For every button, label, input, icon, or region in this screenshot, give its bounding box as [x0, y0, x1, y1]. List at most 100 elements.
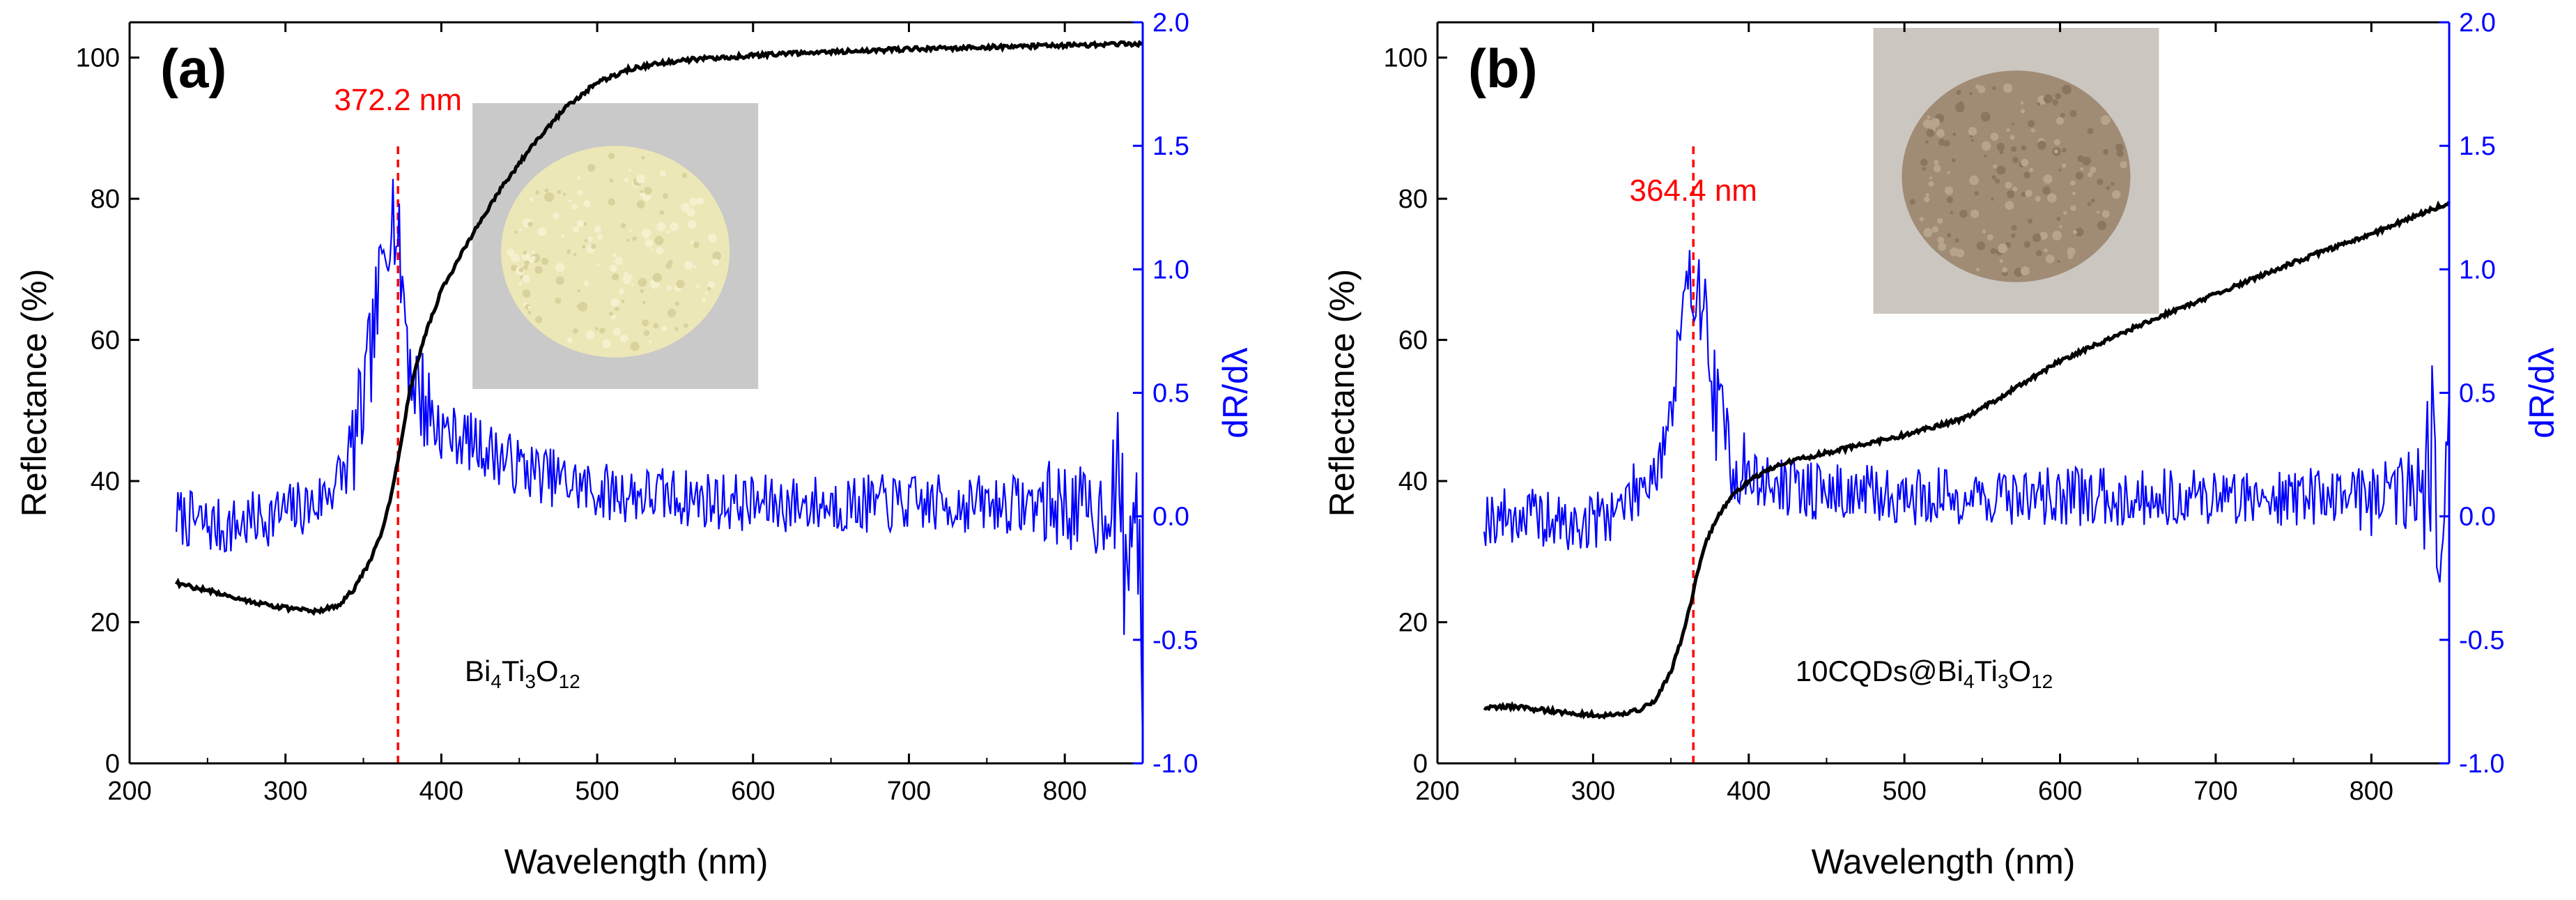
powder-grain — [535, 190, 540, 195]
powder-grain — [621, 299, 625, 303]
powder-grain — [557, 190, 562, 195]
powder-grain — [667, 229, 671, 234]
y-left-tick-label: 40 — [1398, 467, 1428, 496]
powder-grain — [1981, 141, 1991, 151]
powder-grain — [684, 261, 693, 270]
powder-grain — [576, 220, 585, 227]
powder-grain — [636, 200, 645, 209]
powder-grain — [555, 263, 565, 272]
powder-grain — [674, 301, 680, 306]
powder-grain — [684, 323, 688, 328]
y-right-axis-title: dR/dλ — [2522, 347, 2561, 438]
powder-grain — [527, 310, 532, 314]
powder-grain — [583, 222, 587, 226]
powder-grain — [656, 247, 663, 254]
powder-grain — [1970, 209, 1980, 218]
powder-grain — [2052, 230, 2062, 241]
powder-grain — [1996, 142, 2005, 151]
y-left-tick-label: 60 — [1398, 326, 1428, 356]
powder-grain — [2021, 145, 2027, 151]
powder-grain — [632, 236, 637, 241]
powder-grain — [1998, 243, 2007, 254]
y-right-tick-label: -1.0 — [2459, 749, 2504, 779]
powder-grain — [2090, 198, 2095, 203]
x-tick-label: 600 — [2038, 777, 2082, 806]
x-tick-label: 700 — [2193, 777, 2237, 806]
powder-grain — [507, 248, 515, 257]
powder-grain — [1952, 250, 1957, 255]
powder-grain — [1947, 233, 1952, 238]
powder-grain — [2087, 201, 2092, 206]
powder-grain — [640, 289, 644, 293]
powder-grain — [597, 234, 603, 240]
x-tick-label: 300 — [1571, 777, 1615, 806]
powder-grain — [688, 220, 697, 229]
powder-grain — [583, 199, 591, 208]
sample-label-subscript: 4 — [491, 671, 502, 692]
powder-grain — [2043, 94, 2053, 104]
y-right-tick-label: 1.0 — [1152, 255, 1189, 284]
powder-grain — [2035, 250, 2043, 257]
powder-grain — [1936, 218, 1943, 224]
powder-grain — [612, 273, 619, 281]
powder-grain — [2011, 224, 2017, 231]
powder-grain — [534, 266, 543, 274]
powder-grain — [1970, 139, 1974, 142]
powder-grain — [518, 267, 524, 273]
powder-grain — [1976, 241, 1986, 251]
sample-label-subscript: 12 — [2031, 671, 2053, 692]
powder-grain — [524, 260, 530, 266]
powder-grain — [2020, 101, 2024, 105]
powder-grain — [666, 285, 672, 291]
x-tick-label: 500 — [575, 777, 619, 806]
powder-grain — [1923, 228, 1933, 238]
powder-grain — [695, 284, 700, 289]
powder-grain — [534, 316, 543, 323]
powder-grain — [2020, 109, 2026, 114]
powder-grain — [523, 250, 527, 255]
powder-grain — [2097, 178, 2104, 185]
y-left-tick-label: 100 — [1384, 44, 1428, 73]
powder-grain — [2044, 248, 2048, 252]
powder-grain — [1937, 236, 1945, 244]
sample-label-part: Ti — [1974, 655, 1997, 687]
sample-label-part: Bi — [1937, 655, 1963, 687]
powder-grain — [707, 281, 715, 289]
powder-grain — [1999, 150, 2004, 155]
powder-grain — [1975, 267, 1980, 272]
powder-grain — [712, 259, 719, 266]
powder-grain — [2062, 211, 2067, 215]
powder-grain — [2010, 135, 2015, 140]
powder-grain — [511, 264, 518, 272]
powder-grain — [619, 334, 628, 343]
sample-label-subscript: 3 — [525, 671, 536, 692]
powder-grain — [568, 199, 572, 203]
sample-label: 10CQDs@Bi4Ti3O12 — [1796, 655, 2053, 692]
powder-grain — [1926, 129, 1935, 137]
powder-grain — [571, 204, 578, 211]
panel-label: (b) — [1468, 38, 1538, 99]
powder-grain — [2047, 193, 2057, 203]
powder-grain — [2056, 216, 2060, 221]
powder-grain — [1977, 85, 1986, 93]
powder-grain — [2052, 99, 2058, 106]
powder-grain — [2056, 116, 2064, 125]
x-tick-label: 200 — [1415, 777, 1459, 806]
x-tick-label: 800 — [1042, 777, 1086, 806]
powder-grain — [527, 305, 531, 310]
powder-grain — [1938, 243, 1947, 252]
powder-grain — [2101, 210, 2110, 218]
x-tick-label: 600 — [731, 777, 775, 806]
powder-grain — [2111, 182, 2115, 186]
powder-grain — [2075, 227, 2084, 237]
powder-grain — [544, 192, 554, 202]
powder-grain — [643, 330, 650, 336]
powder-grain — [2062, 84, 2072, 95]
powder-grain — [2045, 254, 2055, 264]
powder-grain — [555, 297, 562, 304]
powder-grain — [656, 222, 666, 231]
powder-grain — [1950, 211, 1954, 215]
powder-grain — [1927, 115, 1931, 119]
powder-grain — [2106, 185, 2111, 190]
